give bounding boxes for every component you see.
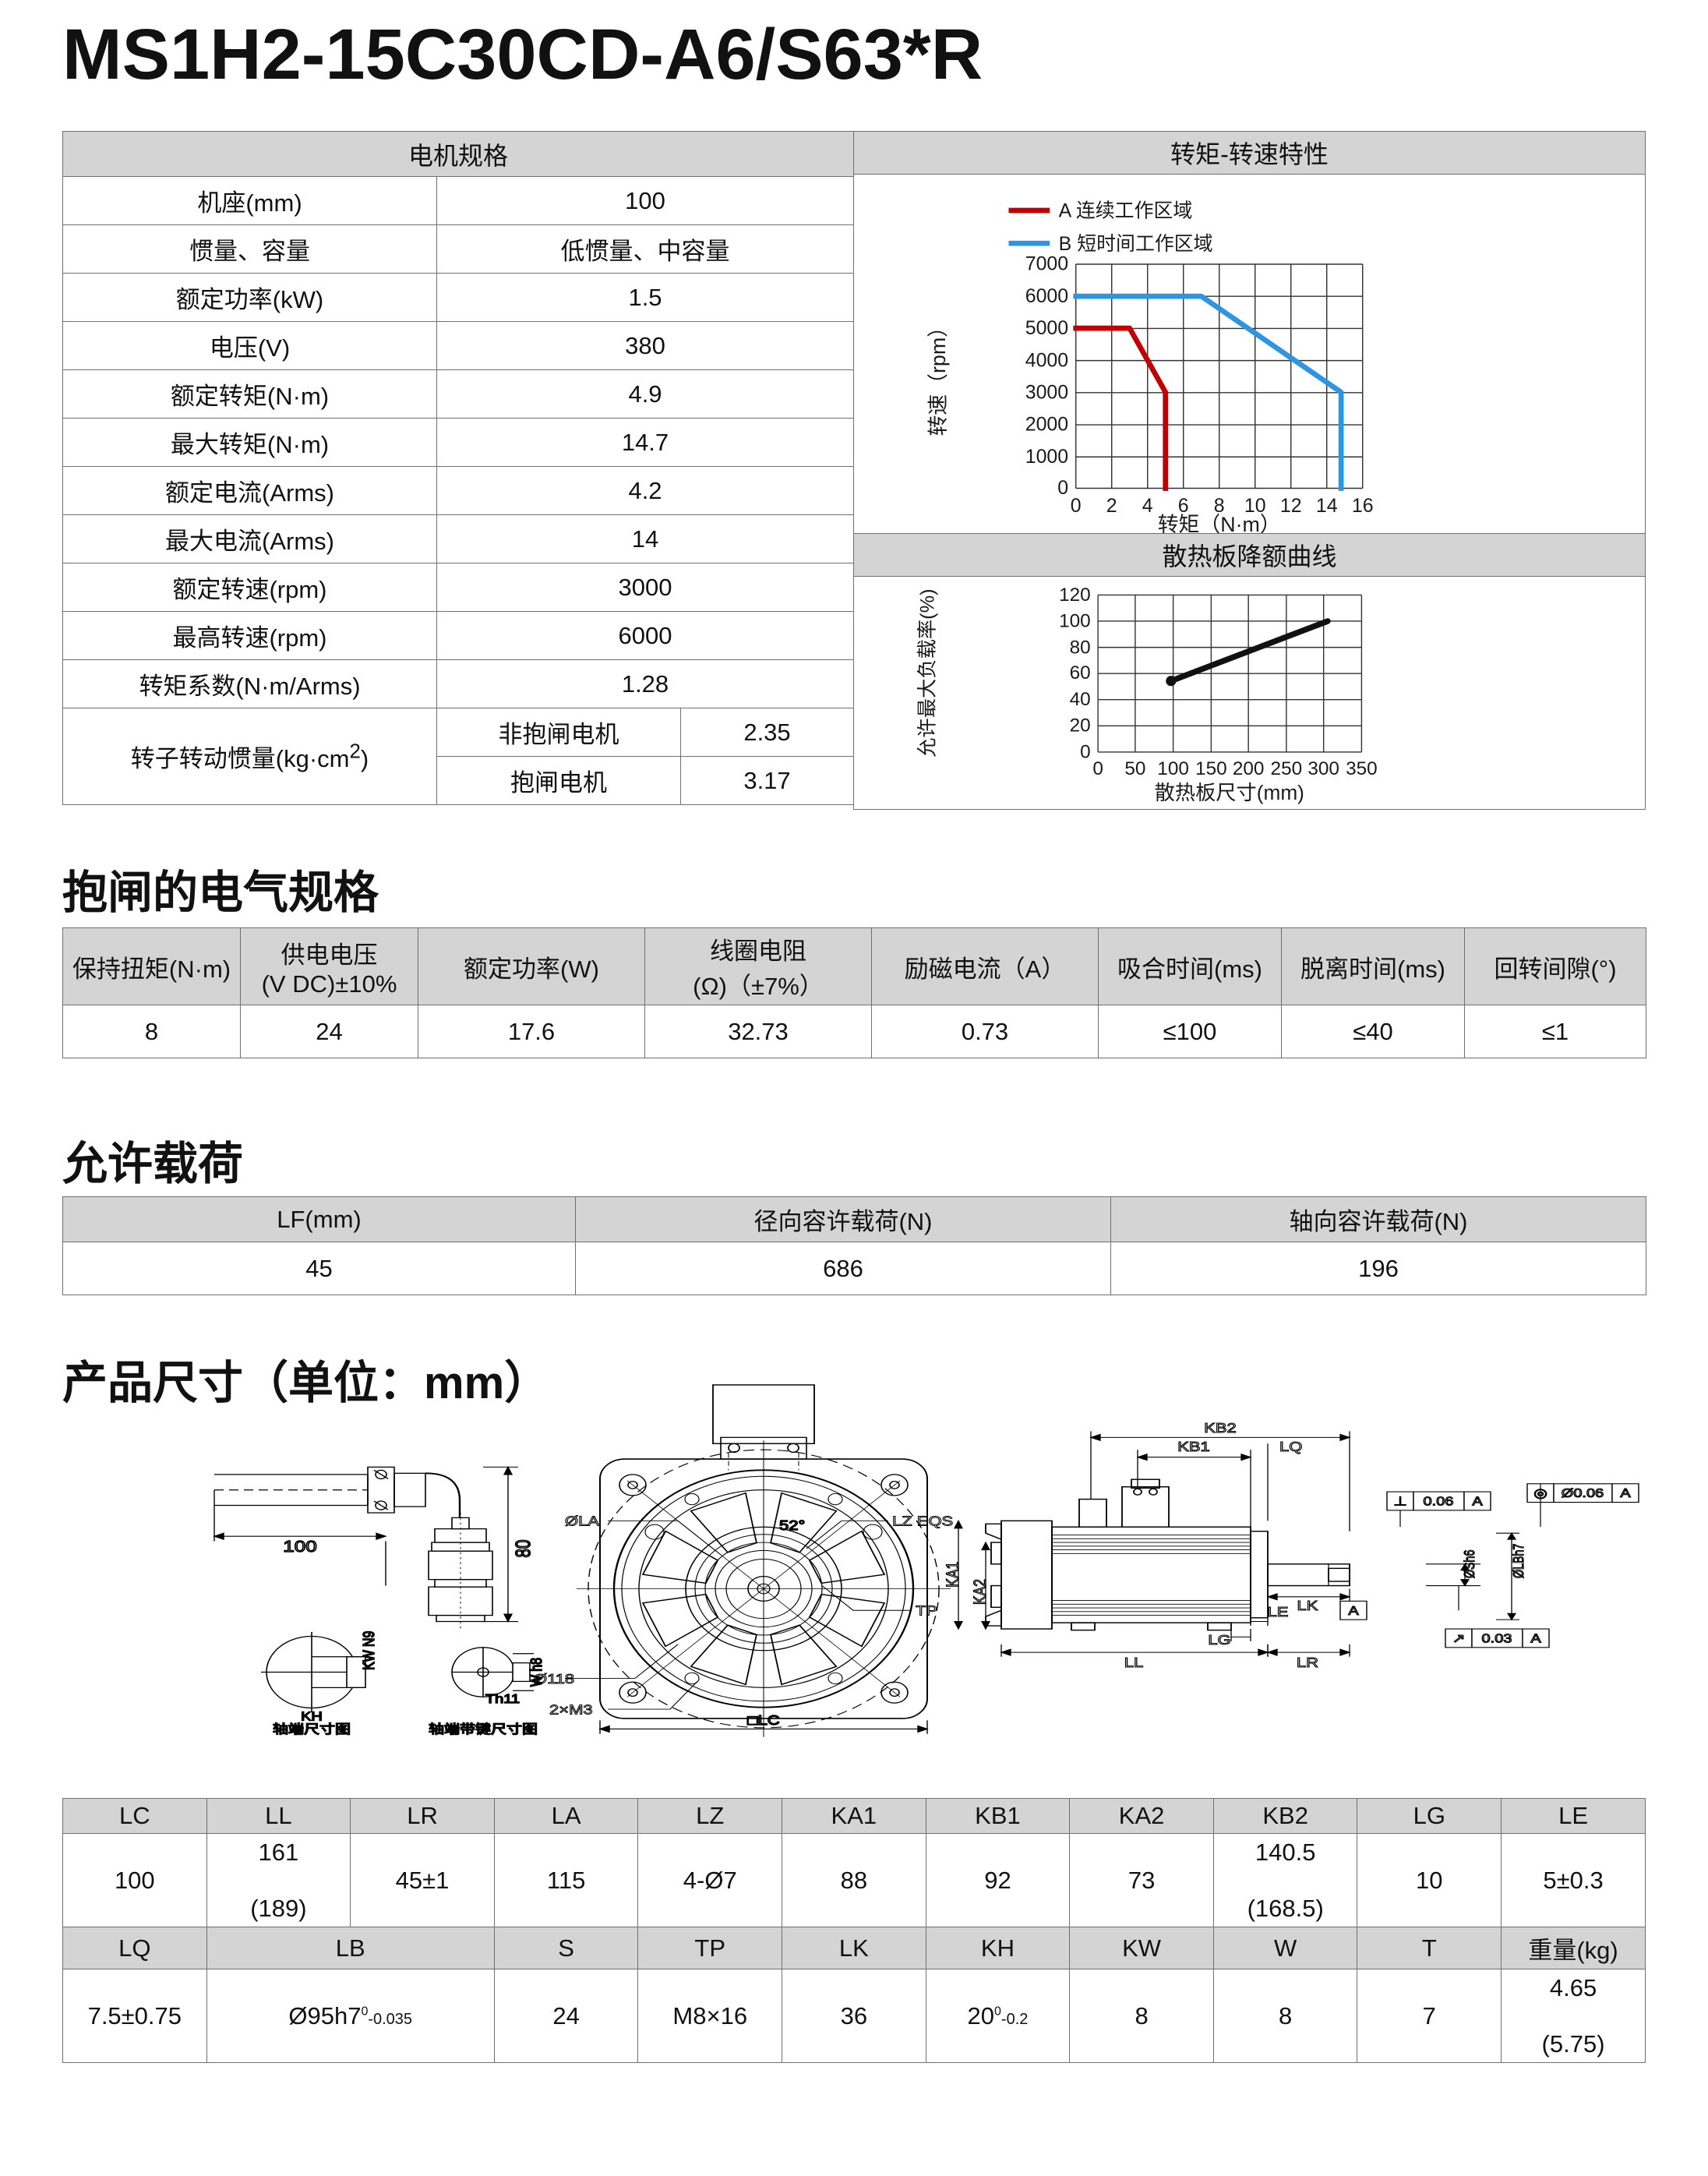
svg-text:200: 200	[1233, 758, 1265, 779]
svg-text:□LC: □LC	[747, 1713, 779, 1728]
svg-text:16: 16	[1352, 495, 1374, 517]
svg-text:2×M3: 2×M3	[549, 1702, 593, 1717]
svg-text:A: A	[1472, 1494, 1482, 1508]
svg-text:LK: LK	[1297, 1598, 1319, 1613]
svg-text:60: 60	[1070, 662, 1091, 684]
svg-text:0: 0	[1092, 758, 1103, 779]
svg-text:150: 150	[1195, 758, 1227, 779]
svg-text:转矩（N·m）: 转矩（N·m）	[1158, 513, 1281, 533]
svg-text:3000: 3000	[1025, 382, 1068, 404]
svg-text:2000: 2000	[1025, 414, 1068, 436]
svg-text:KA2: KA2	[971, 1579, 990, 1605]
svg-text:轴端带键尺寸图: 轴端带键尺寸图	[429, 1722, 538, 1736]
svg-text:A: A	[1348, 1604, 1358, 1618]
svg-text:A: A	[1620, 1486, 1630, 1500]
svg-text:LZ EQS: LZ EQS	[892, 1514, 953, 1529]
svg-text:Th11: Th11	[485, 1692, 520, 1706]
svg-text:LG: LG	[1208, 1633, 1230, 1648]
svg-text:5000: 5000	[1025, 317, 1068, 339]
svg-text:LQ: LQ	[1279, 1439, 1302, 1454]
svg-text:0: 0	[1057, 477, 1068, 499]
svg-text:0: 0	[1071, 495, 1082, 517]
svg-text:轴端尺寸图: 轴端尺寸图	[273, 1722, 351, 1736]
svg-text:100: 100	[1157, 758, 1189, 779]
svg-text:120: 120	[1059, 585, 1091, 606]
svg-text:ØLA: ØLA	[565, 1514, 600, 1529]
svg-text:KB1: KB1	[1177, 1439, 1210, 1454]
svg-text:14: 14	[1316, 495, 1338, 517]
svg-text:Ø118: Ø118	[534, 1672, 574, 1687]
svg-text:散热板尺寸(mm): 散热板尺寸(mm)	[1155, 781, 1304, 804]
svg-text:LE: LE	[1268, 1605, 1289, 1620]
svg-text:12: 12	[1280, 495, 1302, 517]
svg-text:KA1: KA1	[944, 1562, 962, 1588]
svg-text:允许最大负载率(%): 允许最大负载率(%)	[916, 588, 938, 757]
svg-text:6000: 6000	[1025, 285, 1068, 307]
svg-text:A 连续工作区域: A 连续工作区域	[1059, 200, 1193, 222]
svg-text:1000: 1000	[1025, 446, 1068, 468]
svg-text:100: 100	[1059, 611, 1091, 632]
svg-text:80: 80	[512, 1540, 535, 1558]
svg-text:0: 0	[1080, 741, 1091, 762]
svg-text:转速（rpm）: 转速（rpm）	[926, 316, 950, 436]
svg-text:0.03: 0.03	[1482, 1631, 1512, 1645]
svg-text:LR: LR	[1297, 1655, 1318, 1670]
svg-text:Ø0.06: Ø0.06	[1562, 1486, 1604, 1500]
svg-text:4: 4	[1142, 495, 1153, 517]
svg-text:KH: KH	[301, 1709, 323, 1723]
svg-text:KW N9: KW N9	[360, 1631, 377, 1670]
svg-text:⊥: ⊥	[1393, 1494, 1406, 1508]
svg-text:250: 250	[1271, 758, 1303, 779]
svg-text:KB2: KB2	[1204, 1421, 1237, 1436]
svg-text:4000: 4000	[1025, 349, 1068, 371]
svg-text:300: 300	[1307, 758, 1339, 779]
svg-text:LL: LL	[1124, 1655, 1143, 1670]
svg-text:7000: 7000	[1025, 253, 1068, 275]
svg-text:TP: TP	[916, 1604, 937, 1619]
svg-text:350: 350	[1346, 758, 1378, 779]
svg-text:0.06: 0.06	[1424, 1494, 1454, 1508]
svg-text:52°: 52°	[779, 1518, 805, 1533]
svg-text:B 短时间工作区域: B 短时间工作区域	[1059, 233, 1213, 255]
svg-text:40: 40	[1070, 689, 1091, 710]
svg-text:50: 50	[1124, 758, 1145, 779]
svg-text:20: 20	[1070, 715, 1091, 737]
svg-text:2: 2	[1106, 495, 1117, 517]
svg-text:ØSh6: ØSh6	[1462, 1550, 1477, 1578]
svg-text:A: A	[1530, 1631, 1540, 1645]
svg-text:80: 80	[1070, 637, 1091, 658]
svg-text:ØLBh7: ØLBh7	[1511, 1544, 1526, 1578]
svg-text:↗: ↗	[1452, 1631, 1466, 1645]
svg-text:100: 100	[283, 1538, 316, 1556]
